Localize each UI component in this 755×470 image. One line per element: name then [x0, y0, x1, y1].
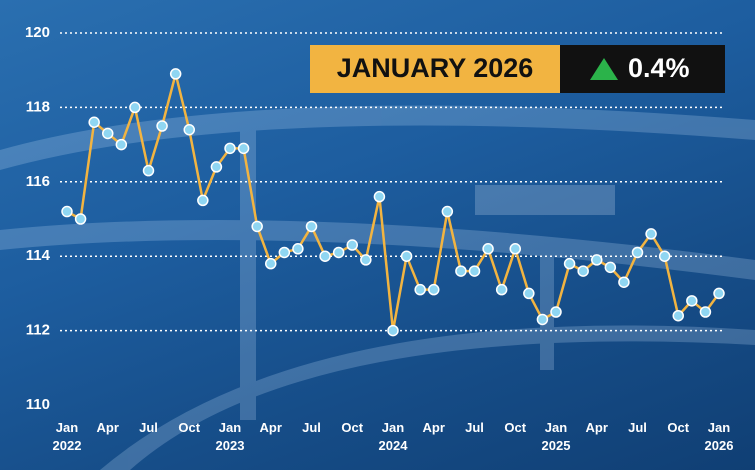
data-point: [115, 138, 128, 151]
data-point: [658, 250, 671, 262]
data-point: [414, 283, 426, 296]
x-tick-label: Jan 2026: [704, 420, 734, 453]
data-point: [468, 265, 481, 277]
data-point: [292, 243, 304, 255]
data-point: [455, 265, 467, 277]
data-point: [441, 205, 454, 218]
y-tick-label: 118: [26, 98, 50, 115]
data-point: [74, 213, 87, 225]
data-point: [197, 194, 209, 207]
data-point: [604, 261, 617, 274]
data-point: [346, 239, 358, 251]
data-point: [563, 257, 576, 270]
y-tick-label: 116: [26, 173, 50, 190]
background-highways: [0, 105, 755, 470]
headline-period: JANUARY 2026: [337, 53, 534, 83]
y-tick-label: 112: [26, 322, 50, 339]
y-tick-label: 114: [26, 247, 51, 264]
data-point: [509, 243, 521, 255]
data-point: [251, 220, 263, 233]
data-point: [61, 205, 73, 218]
x-tick-label: Jul: [628, 420, 647, 435]
data-point: [278, 246, 291, 259]
x-tick-label: Jul: [465, 420, 484, 435]
data-point: [591, 254, 603, 266]
data-point: [129, 101, 141, 114]
x-tick-label: Apr: [422, 420, 445, 435]
x-tick-label: Jan 2023: [215, 420, 245, 453]
data-point: [332, 246, 345, 259]
x-tick-label: Jan 2022: [52, 420, 82, 453]
data-point: [319, 250, 331, 262]
x-tick-label: Jan 2024: [378, 420, 408, 453]
data-point: [88, 116, 100, 129]
y-tick-label: 110: [26, 396, 50, 413]
data-point: [224, 142, 236, 155]
x-tick-label: Jul: [139, 420, 158, 435]
data-point: [265, 257, 277, 270]
data-point: [523, 287, 535, 300]
data-point: [210, 161, 223, 173]
y-tick-label: 120: [25, 24, 50, 41]
up-arrow: [590, 58, 618, 80]
data-point: [536, 313, 549, 326]
data-point: [387, 324, 399, 337]
x-tick-label: Jan 2025: [541, 420, 571, 453]
x-tick-label: Oct: [504, 420, 527, 435]
x-tick-label: Apr: [96, 420, 119, 435]
data-point: [142, 164, 155, 177]
x-tick-label: Oct: [178, 420, 201, 435]
data-point: [156, 120, 168, 132]
data-point: [631, 246, 644, 259]
headline-period-box: [310, 45, 560, 93]
data-point: [237, 142, 250, 155]
data-point: [169, 68, 182, 80]
x-tick-label: Apr: [585, 420, 608, 435]
data-point: [305, 220, 318, 233]
x-tick-label: Apr: [259, 420, 282, 435]
data-point: [183, 123, 195, 136]
x-tick-label: Oct: [667, 420, 690, 435]
data-point: [672, 309, 684, 322]
data-point: [645, 228, 657, 240]
data-point: [618, 276, 630, 288]
x-tick-label: Oct: [341, 420, 364, 435]
data-point: [686, 295, 698, 307]
data-point: [699, 306, 712, 318]
data-point: [373, 190, 386, 203]
headline-change-box: [560, 45, 725, 93]
x-tick-label: Jul: [302, 420, 321, 435]
headline-change: 0.4%: [628, 53, 690, 83]
data-point: [400, 250, 413, 262]
data-point: [577, 265, 589, 277]
data-point: [550, 306, 562, 318]
data-point: [428, 283, 440, 296]
data-point: [482, 243, 494, 255]
data-point: [495, 283, 508, 296]
data-point: [102, 127, 114, 140]
data-point: [713, 287, 725, 300]
data-point: [360, 254, 372, 266]
